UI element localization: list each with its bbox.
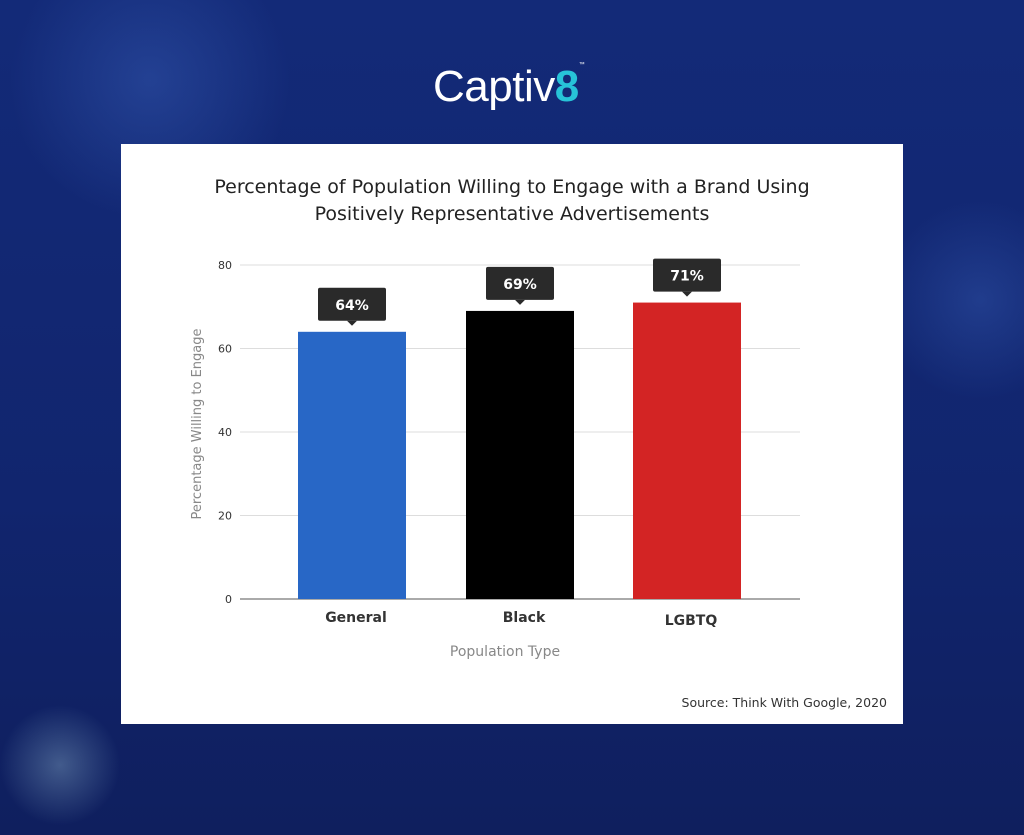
logo-tm: ™ xyxy=(578,62,585,68)
bar-chart: 0 20 40 60 80 64% General 69% Black 71% LGBTQ Popul… xyxy=(190,258,800,660)
chart-title: Percentage of Population Willing to Enga… xyxy=(121,174,903,228)
source-note: Source: Think With Google, 2020 xyxy=(681,695,887,710)
x-tick-label: Black xyxy=(503,610,546,626)
x-tick-label: LGBTQ xyxy=(665,613,718,629)
data-label-box xyxy=(653,258,721,292)
y-tick-label: 0 xyxy=(225,593,232,606)
chart-card: Percentage of Population Willing to Enga… xyxy=(121,144,903,724)
bar-general xyxy=(298,331,406,599)
title-line-1: Percentage of Population Willing to Enga… xyxy=(214,176,810,198)
logo-accent: 8 xyxy=(554,62,579,111)
captiv8-logo: Captiv8™ xyxy=(433,62,585,112)
y-tick-label: 60 xyxy=(218,343,232,356)
y-axis-label: Percentage Willing to Engage xyxy=(190,328,205,519)
data-label: 71% xyxy=(670,269,704,285)
data-label: 69% xyxy=(503,277,537,293)
data-label-pointer xyxy=(515,299,525,305)
title-line-2: Positively Representative Advertisements xyxy=(314,203,710,225)
x-tick-label: General xyxy=(325,610,387,626)
logo-text: Captiv xyxy=(433,62,555,111)
data-label-box xyxy=(318,287,386,321)
data-label-pointer xyxy=(682,291,692,297)
bar-lgbtq xyxy=(633,302,741,599)
y-tick-label: 40 xyxy=(218,426,232,439)
data-label: 64% xyxy=(335,298,369,314)
data-label-pointer xyxy=(347,320,357,326)
bar-black xyxy=(466,310,574,599)
y-tick-label: 80 xyxy=(218,259,232,272)
data-label-box xyxy=(486,266,554,300)
y-tick-label: 20 xyxy=(218,510,232,523)
x-axis-label: Population Type xyxy=(450,644,560,660)
